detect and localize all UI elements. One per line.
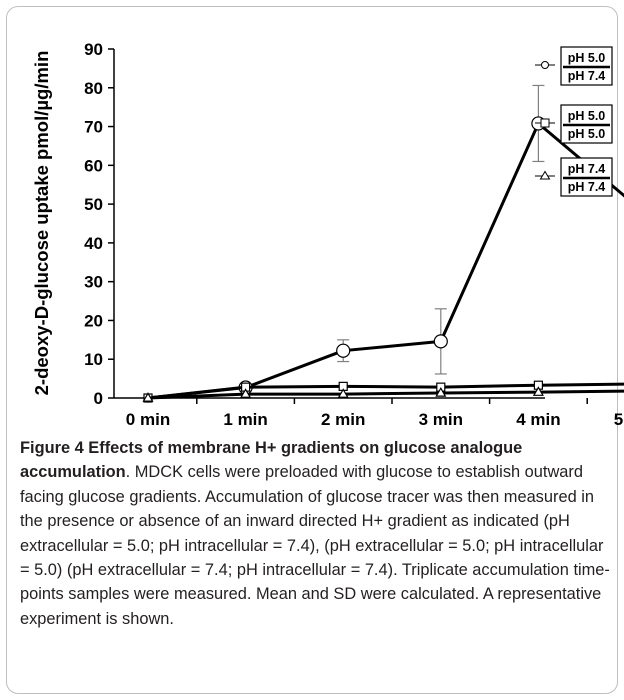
x-tick-label: 5 min xyxy=(614,410,624,429)
circle-marker xyxy=(433,334,448,349)
y-tick-label: 70 xyxy=(84,118,103,137)
x-tick-label: 2 min xyxy=(321,410,365,429)
series-line xyxy=(147,121,624,400)
legend-entry: pH 5.0 pH 5.0 xyxy=(535,104,613,144)
y-tick-label: 60 xyxy=(84,156,103,175)
y-tick-label: 20 xyxy=(84,311,103,330)
chart: 2-deoxy-D-glucose uptake pmol/µg/min 0 10… xyxy=(31,40,624,429)
y-axis-label-group: 2-deoxy-D-glucose uptake pmol/µg/min xyxy=(31,51,52,396)
caption-body: . MDCK cells were preloaded with glucose… xyxy=(20,463,610,628)
series-line xyxy=(147,389,624,400)
figure-caption: Figure 4 Effects of membrane H+ gradient… xyxy=(20,436,610,631)
legend-ph-extracellular: pH 5.0 xyxy=(568,109,606,123)
x-tick-label: 3 min xyxy=(419,410,463,429)
x-tick-label: 1 min xyxy=(223,410,267,429)
series-layer xyxy=(142,84,624,403)
legend-circle-marker xyxy=(541,61,549,69)
y-tick-label: 80 xyxy=(84,79,103,98)
axes: 0 10 20 30 40 50 60 70 80 90 0 min 1 min 2 min 3 min 4… xyxy=(84,40,624,429)
series-circle xyxy=(143,84,624,403)
triangle-marker xyxy=(337,388,349,398)
legend-triangle-marker xyxy=(539,170,551,180)
x-tick-label: 4 min xyxy=(516,410,560,429)
y-tick-label: 30 xyxy=(84,273,103,292)
circle-marker xyxy=(336,343,351,358)
y-tick-label: 10 xyxy=(84,350,103,369)
x-tick-label: 0 min xyxy=(126,410,170,429)
y-axis-label: 2-deoxy-D-glucose uptake pmol/µg/min xyxy=(31,51,52,396)
caption-title: Figure 4 Effects of membrane H+ gradient… xyxy=(20,439,523,482)
legend: pH 5.0 pH 7.4 pH 5.0 pH 5.0 pH 7.4 pH 7.4 xyxy=(535,46,613,197)
legend-ph-intracellular: pH 5.0 xyxy=(568,127,606,141)
legend-ph-extracellular: pH 7.4 xyxy=(568,162,606,176)
triangle-marker xyxy=(142,392,154,402)
series-triangle xyxy=(142,386,624,402)
legend-ph-extracellular: pH 5.0 xyxy=(568,51,606,65)
legend-ph-intracellular: pH 7.4 xyxy=(568,180,606,194)
legend-ph-intracellular: pH 7.4 xyxy=(568,69,606,83)
y-tick-label: 50 xyxy=(84,195,103,214)
triangle-marker xyxy=(240,388,252,398)
y-tick-label: 0 xyxy=(94,389,103,408)
legend-square-marker xyxy=(540,118,550,128)
y-tick-label: 40 xyxy=(84,234,103,253)
triangle-marker xyxy=(435,387,447,397)
series-line xyxy=(147,382,624,400)
legend-entry: pH 5.0 pH 7.4 xyxy=(535,46,613,86)
figure-frame xyxy=(6,6,618,694)
triangle-marker xyxy=(532,386,544,396)
legend-entry: pH 7.4 pH 7.4 xyxy=(535,157,613,197)
y-tick-label: 90 xyxy=(84,40,103,59)
